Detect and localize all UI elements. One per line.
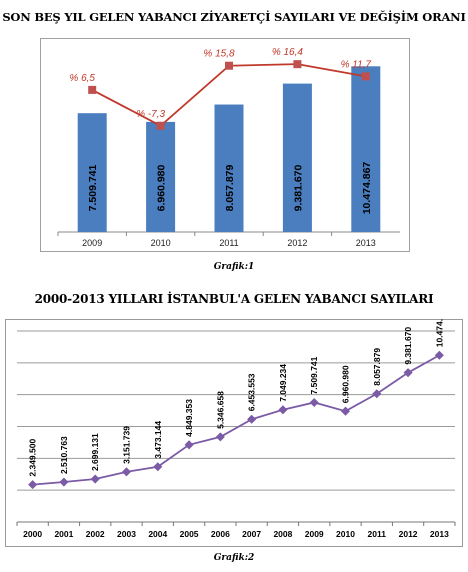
chart1-x-tick: 2013 — [356, 238, 376, 248]
chart2-point-label: 2.699.131 — [90, 433, 100, 471]
chart2-x-tick: 2010 — [336, 529, 355, 539]
chart2-x-tick: 2011 — [368, 529, 387, 539]
chart2-line — [32, 354, 440, 486]
chart1-pct-label: % 6,5 — [69, 73, 95, 84]
chart2-point-label: 6.960.980 — [341, 365, 351, 403]
chart2-point-label: 10.474.867 — [434, 319, 444, 347]
chart2-point-label: 6.453.553 — [247, 373, 257, 411]
chart2-x-tick: 2005 — [180, 529, 199, 539]
chart2-marker — [215, 432, 225, 442]
chart1-x-tick: 2011 — [219, 238, 238, 248]
chart1-x-tick: 2012 — [287, 238, 307, 248]
chart2-point-label: 3.473.144 — [153, 421, 163, 459]
chart2-svg: 2000 2001 2002 2003 2004 2005 2006 2007 2008 2009… — [5, 319, 463, 547]
chart2-point-label: 3.151.739 — [122, 426, 132, 464]
chart2-point-label: 7.049.234 — [278, 364, 288, 402]
chart1-bar-2013 — [351, 66, 381, 233]
chart1-x-tick: 2009 — [82, 238, 102, 248]
chart1-x-tick: 2010 — [151, 238, 171, 248]
chart2-title: 2000-2013 YILLARI İSTANBUL'A GELEN YABAN… — [34, 292, 434, 306]
chart2-x-tick: 2008 — [273, 529, 292, 539]
chart1-bar-label: 10.474.867 — [361, 162, 373, 215]
chart2-point-label: 4.849.353 — [184, 399, 194, 437]
chart2-point-label: 8.057.879 — [372, 348, 382, 386]
chart1-marker — [88, 85, 97, 94]
chart2-caption: Grafik:2 — [213, 553, 255, 563]
chart2-point-label: 9.381.670 — [403, 327, 413, 365]
chart1-bar-label: 6.960.980 — [156, 164, 168, 211]
chart2-x-tick: 2012 — [399, 529, 418, 539]
chart2-marker — [121, 467, 132, 477]
chart1-bar-label: 8.057.879 — [224, 164, 236, 211]
chart1-pct-label: % 11,7 — [341, 59, 372, 70]
chart1-marker — [225, 61, 233, 70]
chart1-bar-2012 — [282, 83, 312, 233]
chart1-bar-label: 9.381.670 — [292, 164, 304, 211]
chart2-x-tick: 2013 — [430, 529, 449, 539]
chart1-marker — [156, 121, 165, 130]
chart2-x-tick: 2002 — [86, 529, 105, 539]
chart2-x-tick: 2003 — [117, 529, 136, 539]
chart1-title: SON BEŞ YIL GELEN YABANCI ZİYARETÇİ SAYI… — [2, 10, 466, 24]
chart1-bar-2009 — [77, 113, 107, 232]
chart2-marker — [372, 389, 382, 399]
chart2-x-tick: 2007 — [242, 529, 261, 539]
chart2-x-tick: 2000 — [23, 529, 42, 539]
chart2-marker — [340, 406, 351, 416]
chart2-point-label: 2.510.763 — [59, 436, 69, 474]
chart2-point-label: 2.349.500 — [28, 439, 38, 477]
chart1-pct-label: % 15,8 — [203, 49, 235, 60]
chart2-marker — [90, 474, 100, 484]
chart2-point-label: 5.346.658 — [215, 391, 225, 429]
chart2-x-tick: 2001 — [54, 529, 73, 539]
chart2-frame — [5, 319, 463, 547]
chart2-point-label: 7.509.741 — [309, 356, 319, 394]
chart2-x-tick: 2009 — [305, 529, 324, 539]
chart1-marker — [293, 60, 302, 69]
chart1-bar-2010 — [146, 121, 176, 232]
chart2-marker — [184, 440, 194, 450]
chart2-x-tick: 2004 — [148, 529, 167, 539]
chart1-pct-label: % -7,3 — [136, 109, 165, 120]
chart1-svg: 7.509.741 6.960.980 8.057.879 9.381.670 10.4… — [40, 38, 410, 252]
chart1-marker — [361, 72, 370, 81]
chart2-x-tick: 2006 — [211, 529, 230, 539]
chart1-caption: Grafik:1 — [213, 262, 255, 272]
chart1-bar-label: 7.509.741 — [87, 164, 99, 211]
chart1-bar-2011 — [214, 104, 244, 232]
chart1-pct-label: % 16,4 — [272, 47, 304, 58]
